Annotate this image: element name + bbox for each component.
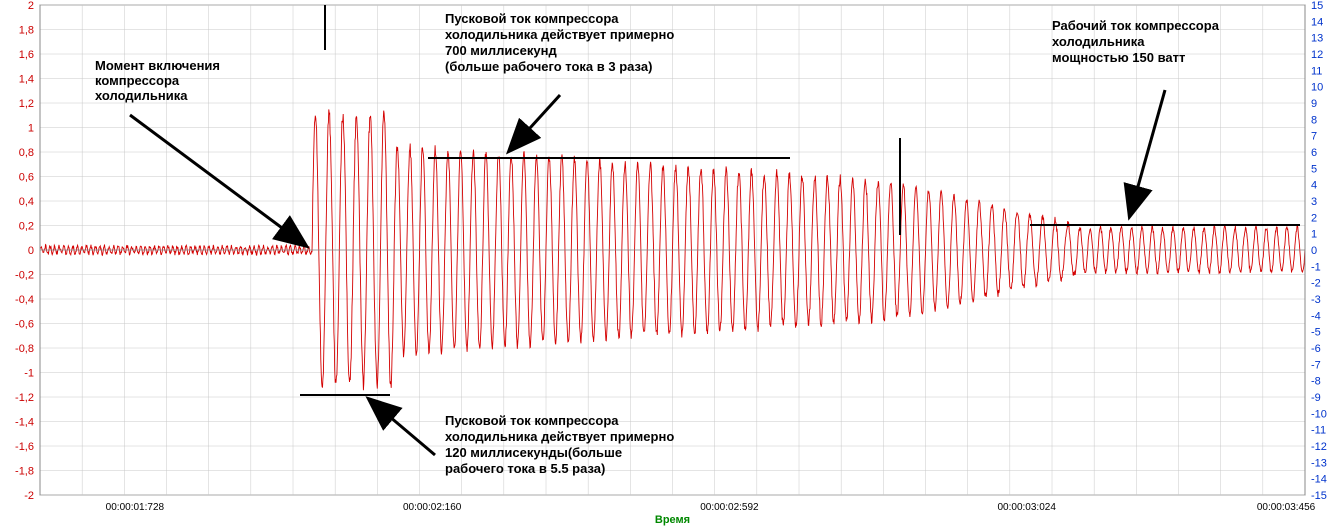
ytick-left: 0 <box>28 245 34 257</box>
xtick-label: 00:00:02:592 <box>700 502 759 513</box>
ytick-right: -5 <box>1311 327 1321 339</box>
chart-svg: 2 1,8 1,6 1,4 1,2 1 0,8 0,6 0,4 0,2 0 -0,2 -0,4 -0,6 -… <box>0 0 1335 530</box>
ytick-right: -9 <box>1311 392 1321 404</box>
oscilloscope-chart: { "chart": { "type": "line", "width": 13… <box>0 0 1335 530</box>
ytick-right: -12 <box>1311 441 1327 453</box>
ytick-right: 4 <box>1311 180 1317 192</box>
ytick-left: -1,2 <box>15 392 34 404</box>
ytick-right: 10 <box>1311 82 1323 94</box>
ytick-right: 12 <box>1311 49 1323 61</box>
ytick-right: 11 <box>1311 65 1322 77</box>
ytick-right: -3 <box>1311 294 1321 306</box>
ytick-right: -10 <box>1311 408 1327 420</box>
ytick-right: -6 <box>1311 343 1321 355</box>
annotation-text-a2: 700 миллисекунд <box>445 43 557 58</box>
ytick-right: 7 <box>1311 131 1317 143</box>
ytick-right: 9 <box>1311 98 1317 110</box>
ytick-right: 15 <box>1311 0 1323 12</box>
ytick-right: -7 <box>1311 359 1321 371</box>
ytick-right: 2 <box>1311 212 1317 224</box>
ytick-right: -11 <box>1311 425 1326 437</box>
ytick-right: 8 <box>1311 114 1317 126</box>
annotation-text-a4: 120 миллисекунды(больше <box>445 445 622 460</box>
annotation-text-a2: Пусковой ток компрессора <box>445 11 619 26</box>
annotation-text-a4: холодильника действует примерно <box>445 429 674 444</box>
xtick-label: 00:00:02:160 <box>403 502 462 513</box>
xtick-label: 00:00:01:728 <box>106 502 165 513</box>
ytick-right: -8 <box>1311 376 1321 388</box>
ytick-right: 1 <box>1311 229 1317 241</box>
ytick-left: -1 <box>24 368 34 380</box>
ytick-right: -13 <box>1311 457 1327 469</box>
ytick-left: -0,4 <box>15 294 34 306</box>
ytick-left: 1,2 <box>19 98 34 110</box>
ytick-right: -4 <box>1311 310 1321 322</box>
annotation-text-a3: Рабочий ток компрессора <box>1052 18 1220 33</box>
ytick-right: -1 <box>1311 261 1321 273</box>
ytick-left: 0,2 <box>19 221 34 233</box>
ytick-right: 6 <box>1311 147 1317 159</box>
ytick-left: 1,6 <box>19 49 34 61</box>
ytick-left: 0,8 <box>19 147 34 159</box>
ytick-left: -0,2 <box>15 270 34 282</box>
ytick-right: 14 <box>1311 16 1323 28</box>
ytick-left: 0,6 <box>19 172 34 184</box>
ytick-right: -15 <box>1311 490 1327 502</box>
xtick-label: 00:00:03:456 <box>1257 502 1316 513</box>
annotation-text-a3: мощностью 150 ватт <box>1052 50 1185 65</box>
ytick-left: -2 <box>24 490 34 502</box>
annotation-text-a3: холодильника <box>1052 34 1145 49</box>
annotation-text-a2: холодильника действует примерно <box>445 27 674 42</box>
ytick-left: 1 <box>28 123 34 135</box>
ytick-right: 13 <box>1311 33 1323 45</box>
ytick-left: -0,8 <box>15 343 34 355</box>
ytick-left: 1,8 <box>19 25 34 37</box>
annotation-text-a1: Момент включения <box>95 58 220 73</box>
annotation-text-a2: (больше рабочего тока в 3 раза) <box>445 59 652 74</box>
ytick-right: 5 <box>1311 163 1317 175</box>
annotation-text-a1: компрессора <box>95 73 180 88</box>
ytick-left: -1,6 <box>15 441 34 453</box>
ytick-left: 1,4 <box>19 74 34 86</box>
ytick-right: -14 <box>1311 474 1327 486</box>
annotation-text-a4: Пусковой ток компрессора <box>445 413 619 428</box>
ytick-right: -2 <box>1311 278 1321 290</box>
ytick-right: 0 <box>1311 245 1317 257</box>
ytick-left: 2 <box>28 0 34 12</box>
xtick-label: 00:00:03:024 <box>998 502 1057 513</box>
ytick-left: -1,4 <box>15 417 34 429</box>
ytick-right: 3 <box>1311 196 1317 208</box>
annotation-text-a1: холодильника <box>95 88 188 103</box>
ytick-left: -1,8 <box>15 466 34 478</box>
ytick-left: 0,4 <box>19 196 34 208</box>
x-axis-title: Время <box>655 514 690 526</box>
annotation-text-a4: рабочего тока в 5.5 раза) <box>445 461 605 476</box>
ytick-left: -0,6 <box>15 319 34 331</box>
